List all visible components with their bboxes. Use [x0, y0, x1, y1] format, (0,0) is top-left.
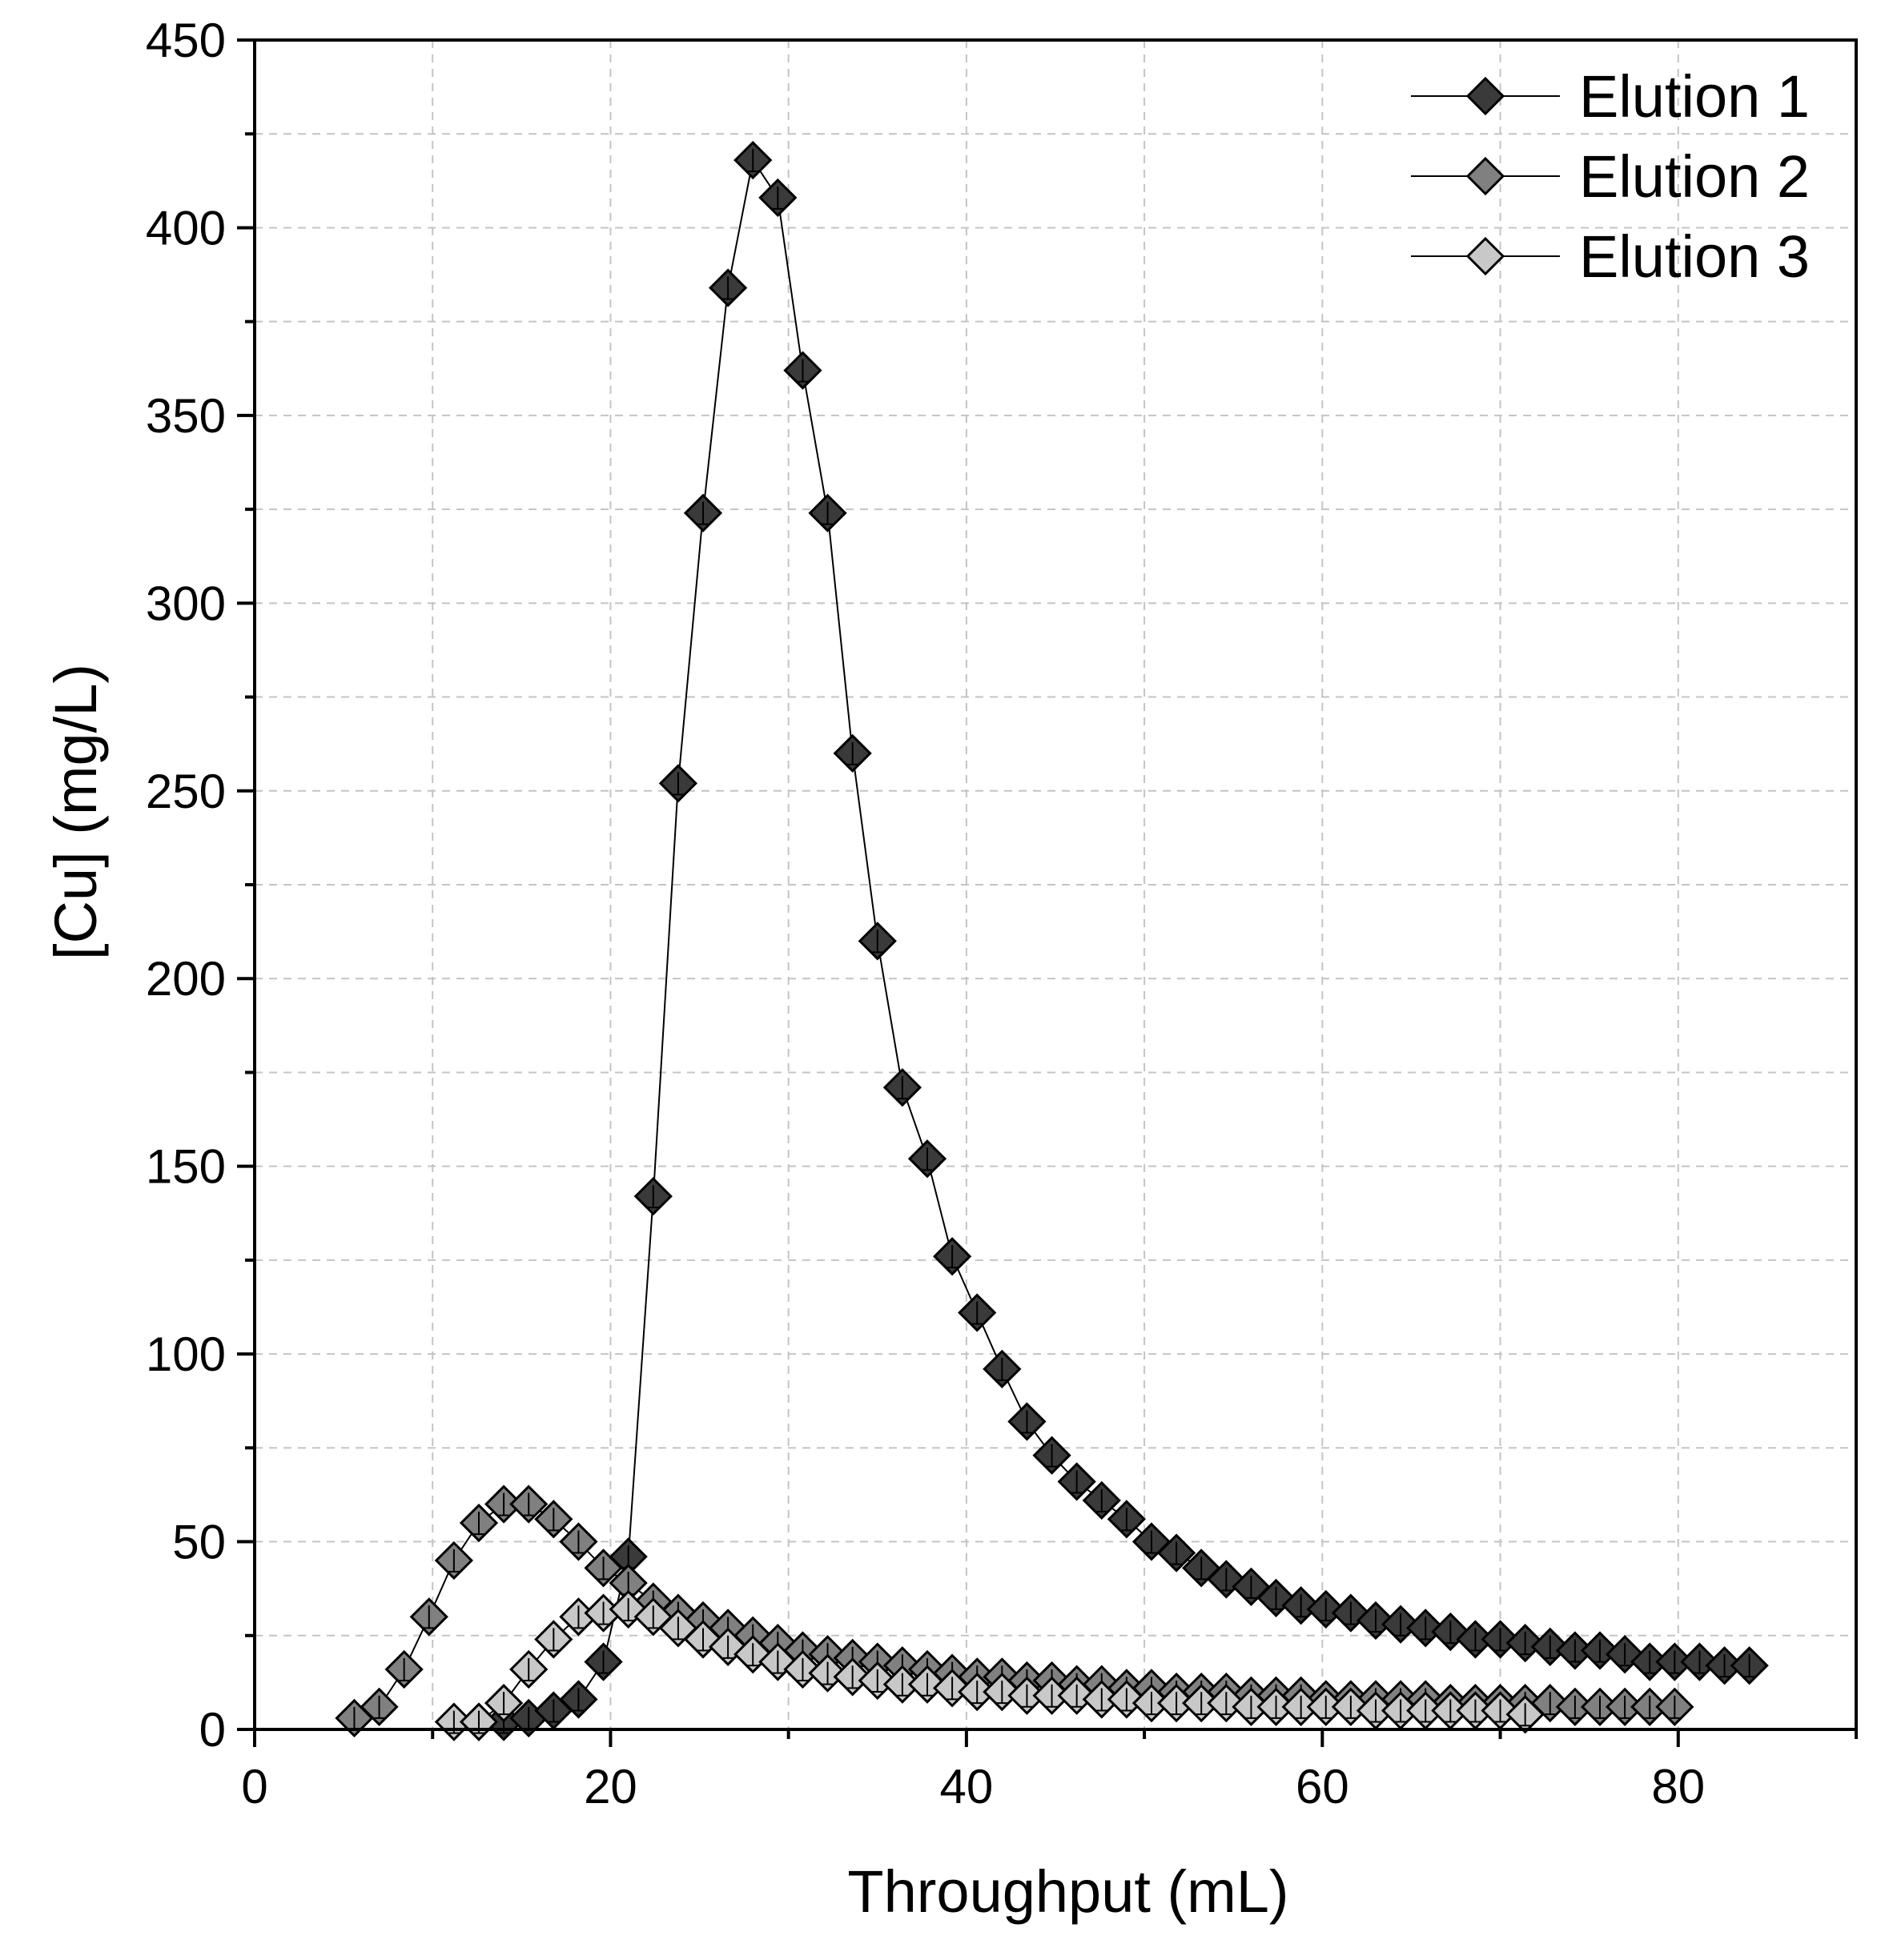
data-point: [1505, 1624, 1545, 1663]
y-tick-label: 300: [146, 576, 226, 630]
data-point: [1505, 1695, 1545, 1734]
legend-label: Elution 2: [1579, 143, 1810, 210]
data-point: [584, 1548, 623, 1588]
data-point: [459, 1503, 499, 1543]
data-point: [1131, 1522, 1172, 1561]
data-point: [1281, 1586, 1320, 1625]
x-tick-label: 80: [1651, 1760, 1705, 1813]
data-point: [808, 493, 847, 532]
data-point: [758, 178, 798, 218]
data-point: [882, 1068, 922, 1107]
data-point: [584, 1642, 623, 1681]
data-point: [409, 1597, 448, 1637]
legend-item-2: Elution 2: [1411, 143, 1810, 210]
y-tick-label: 450: [146, 14, 226, 67]
legend-marker: [1465, 156, 1505, 196]
data-point: [983, 1349, 1022, 1388]
series-layer: [335, 140, 1769, 1741]
data-point: [1481, 1620, 1520, 1659]
y-tick-label: 0: [199, 1703, 226, 1757]
data-point: [509, 1649, 549, 1689]
data-point: [907, 1139, 947, 1179]
data-point: [833, 1657, 872, 1697]
data-point: [858, 922, 897, 961]
x-axis-title: Throughput (mL): [847, 1858, 1288, 1925]
data-point: [808, 1653, 847, 1693]
data-point: [658, 1609, 698, 1648]
data-point: [1730, 1646, 1769, 1685]
legend-item-3: Elution 3: [1411, 223, 1810, 290]
data-point: [907, 1665, 947, 1704]
data-point: [609, 1589, 648, 1629]
y-tick-label: 350: [146, 389, 226, 443]
data-point: [434, 1540, 474, 1580]
legend-marker: [1465, 76, 1505, 116]
data-point: [1680, 1642, 1719, 1681]
data-point: [1207, 1684, 1246, 1723]
data-point: [1107, 1680, 1147, 1719]
data-point: [658, 764, 698, 803]
data-point: [559, 1522, 598, 1561]
data-point: [534, 1620, 573, 1659]
legend-label: Elution 3: [1579, 223, 1810, 290]
data-point: [858, 1661, 897, 1701]
data-point: [1256, 1578, 1296, 1618]
data-point: [509, 1484, 549, 1524]
y-tick-label: 150: [146, 1140, 226, 1194]
data-point: [1580, 1631, 1620, 1670]
y-tick-label: 400: [146, 201, 226, 255]
data-point: [1655, 1687, 1694, 1726]
data-point: [1530, 1627, 1569, 1666]
data-point: [733, 140, 773, 180]
data-point: [958, 1293, 997, 1332]
legend: Elution 1 Elution 2 Elution 3: [1411, 63, 1810, 290]
data-point: [1082, 1480, 1121, 1520]
legend-item-1: Elution 1: [1411, 63, 1810, 130]
data-point: [1107, 1500, 1147, 1539]
data-point: [1032, 1436, 1071, 1475]
legend-label: Elution 1: [1579, 63, 1810, 130]
data-point: [484, 1684, 524, 1723]
y-tick-label: 200: [146, 952, 226, 1006]
data-point: [1281, 1687, 1320, 1726]
y-tick-label: 50: [172, 1516, 226, 1569]
data-point: [1057, 1462, 1096, 1501]
data-point: [1331, 1687, 1371, 1726]
legend-marker: [1465, 236, 1505, 276]
series-1: [459, 140, 1769, 1741]
data-point: [1007, 1402, 1047, 1441]
data-point: [633, 1177, 673, 1216]
data-point: [384, 1649, 424, 1689]
data-point: [360, 1687, 399, 1726]
data-point: [932, 1237, 972, 1276]
data-point: [1156, 1533, 1196, 1572]
x-tick-label: 0: [241, 1760, 267, 1813]
y-tick-label: 250: [146, 765, 226, 818]
data-point: [534, 1500, 573, 1539]
x-tick-label: 40: [940, 1760, 994, 1813]
data-point: [783, 1649, 822, 1689]
data-point: [932, 1669, 972, 1708]
data-point: [1381, 1605, 1421, 1644]
data-point: [683, 1620, 723, 1659]
ticks: 0 20 40 60 80 0 50 100 150 200 250 300 350 400 450: [146, 14, 1858, 1813]
data-point: [1356, 1601, 1396, 1641]
data-point: [833, 733, 872, 773]
y-axis-title: [Cu] (mg/L): [42, 664, 109, 960]
y-tick-label: 100: [146, 1327, 226, 1381]
x-tick-label: 60: [1296, 1760, 1349, 1813]
data-point: [1057, 1676, 1096, 1715]
data-point: [708, 268, 748, 307]
data-point: [683, 493, 723, 532]
data-point: [783, 351, 822, 390]
data-point: [983, 1672, 1022, 1712]
x-tick-label: 20: [584, 1760, 637, 1813]
data-point: [1406, 1609, 1445, 1648]
data-point: [559, 1680, 598, 1719]
data-point: [1306, 1589, 1345, 1629]
